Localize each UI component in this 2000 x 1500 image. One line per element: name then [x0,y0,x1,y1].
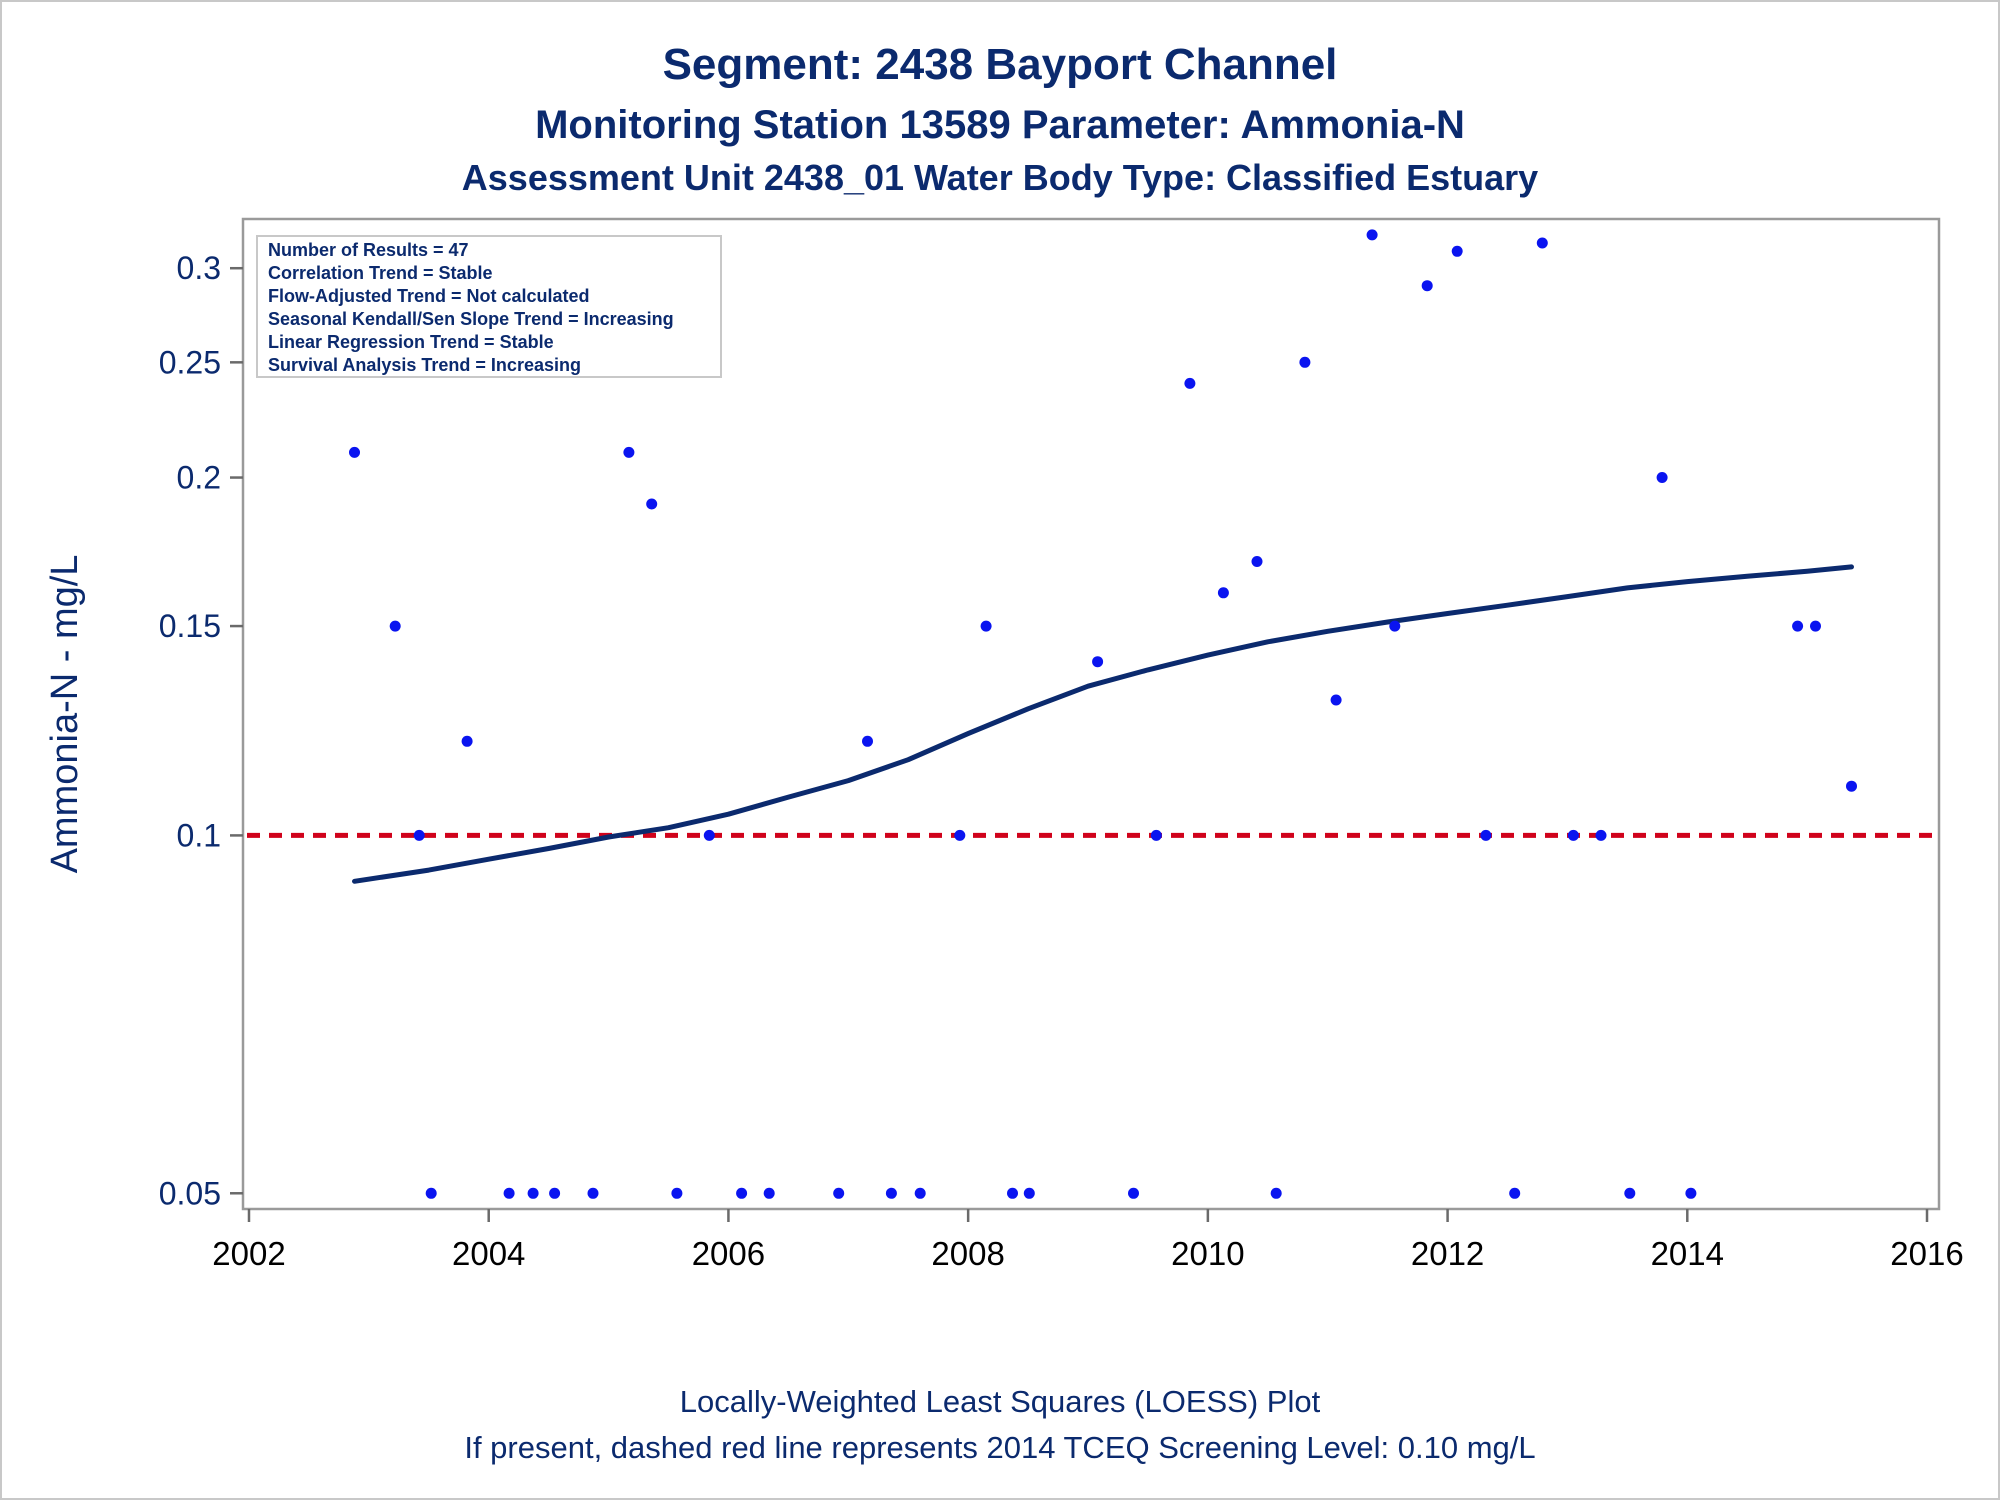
data-point [1389,620,1401,632]
data-point [1128,1187,1139,1199]
data-point [833,1187,845,1199]
data-point [763,1187,775,1199]
y-tick-label: 0.1 [177,817,221,853]
data-point [954,829,966,841]
data-point [646,498,658,510]
data-point [1299,356,1311,368]
data-point [623,446,635,458]
stats-line-flow-adjusted: Flow-Adjusted Trend = Not calculated [268,286,590,306]
data-point [885,1187,897,1199]
data-point [527,1187,539,1199]
data-point [703,829,715,841]
y-tick-label: 0.25 [159,344,221,380]
data-point [1846,780,1857,792]
x-tick-label: 2004 [452,1235,525,1272]
x-tick-label: 2014 [1651,1235,1724,1272]
chart-subtitle: Monitoring Station 13589 Parameter: Ammo… [535,103,1465,147]
data-point [1421,280,1433,292]
data-point [1270,1187,1282,1199]
stats-line-survival: Survival Analysis Trend = Increasing [268,355,581,375]
y-tick-label: 0.05 [159,1175,221,1211]
data-point [1092,656,1104,668]
data-point [1451,245,1463,257]
data-point [914,1187,926,1199]
data-point [349,446,360,458]
loess-layer [352,564,1854,884]
data-point [1810,620,1821,632]
y-tick-label: 0.3 [177,250,221,286]
data-point [1366,229,1378,241]
stats-box-frame [256,235,722,378]
data-point [1567,829,1579,841]
points-layer [349,229,1857,1199]
footnote-screening: If present, dashed red line represents 2… [464,1430,1535,1465]
data-point [1792,620,1804,632]
data-point [1685,1187,1697,1199]
data-point [503,1187,515,1199]
data-point [1330,694,1342,706]
x-axis: 2002 2004 2006 2008 2010 2012 2014 2016 [212,1209,1964,1272]
data-point [1656,472,1668,483]
stats-line-results: Number of Results = 47 [268,240,469,260]
plot-area [241,217,1941,1211]
stats-box: Number of Results = 47 Correlation Trend… [256,235,722,378]
data-point [1509,1187,1521,1199]
x-tick-label: 2016 [1890,1235,1963,1272]
x-tick-label: 2006 [692,1235,765,1272]
y-axis-label: Ammonia-N - mg/L [44,555,86,874]
data-point [671,1187,683,1199]
data-point [1150,829,1162,841]
data-point [1023,1187,1035,1199]
data-point [1007,1187,1018,1199]
data-point [862,735,873,747]
data-point [425,1187,437,1199]
y-axis: 0.05 0.1 0.15 0.2 0.25 0.3 [159,250,243,1211]
x-tick-label: 2012 [1411,1235,1484,1272]
data-point [461,735,473,747]
x-tick-label: 2010 [1171,1235,1244,1272]
data-point [1480,829,1492,841]
data-point [980,620,992,632]
chart-subtitle-2: Assessment Unit 2438_01 Water Body Type:… [462,157,1538,198]
data-point [413,829,425,841]
data-point [1536,237,1548,249]
x-tick-label: 2002 [212,1235,285,1272]
data-point [1624,1187,1636,1199]
data-point [1217,587,1229,599]
y-tick-label: 0.2 [177,460,221,496]
chart-title: Segment: 2438 Bayport Channel [663,40,1338,89]
data-point [389,620,401,632]
data-point [1184,377,1196,389]
loess-curve [352,564,1854,884]
x-tick-label: 2008 [931,1235,1004,1272]
y-tick-label: 0.15 [159,608,221,644]
data-point [736,1187,748,1199]
data-point [1595,829,1607,841]
data-point [549,1187,561,1199]
stats-line-seasonal-kendall: Seasonal Kendall/Sen Slope Trend = Incre… [268,309,674,329]
footnote-loess: Locally-Weighted Least Squares (LOESS) P… [680,1384,1321,1419]
data-point [1251,556,1263,567]
stats-line-correlation: Correlation Trend = Stable [268,263,493,283]
stats-line-linear-regression: Linear Regression Trend = Stable [268,332,554,352]
data-point [587,1187,599,1199]
